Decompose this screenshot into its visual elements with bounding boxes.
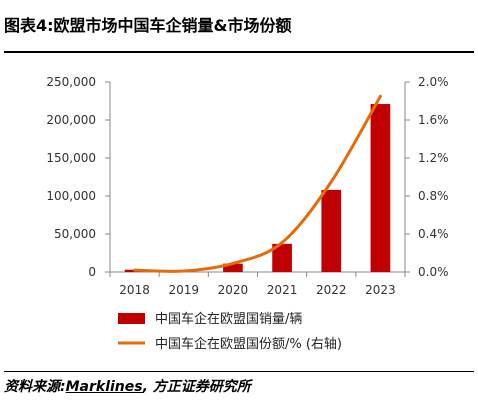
y-right-tick-label: 1.6% [418,113,449,127]
y-right-tick-label: 2.0% [418,75,449,89]
x-tick-label: 2020 [218,283,249,297]
line-share [133,94,382,273]
source-brand: Marklines [65,379,143,395]
bar-sales [321,189,342,272]
chart-canvas: 0 50,000 100,000 150,000 200,000 250,000 0.0% 0… [46,75,448,352]
x-tick-label: 2019 [168,283,199,297]
legend-label-share: 中国车企在欧盟国份额/% (右轴) [155,336,342,352]
y-left-tick-label: 100,000 [46,189,96,203]
y-right-tick-label: 0.8% [418,189,449,203]
y-left-tick-label: 0 [88,265,96,279]
source-prefix: 资料来源: [4,379,66,395]
source-suffix: , 方正证券研究所 [142,379,251,395]
title-rule [4,51,474,53]
y-left-tick-label: 150,000 [46,151,96,165]
x-tick-label: 2022 [316,283,347,297]
x-tick-label: 2023 [365,283,396,297]
y-right-tick-label: 0.0% [418,265,449,279]
legend-swatch-sales [118,313,145,324]
footer-rule [4,371,474,372]
bar-sales [223,263,243,272]
chart-title: 图表4:欧盟市场中国车企销量&市场份额 [4,16,292,35]
y-left-tick-label: 200,000 [46,113,96,127]
x-tick-label: 2021 [267,283,298,297]
source-note: 资料来源:Marklines, 方正证券研究所 [4,373,474,401]
legend: 中国车企在欧盟国销量/辆 中国车企在欧盟国份额/% (右轴) [118,311,342,352]
y-left-tick-label: 50,000 [54,227,96,241]
legend-label-sales: 中国车企在欧盟国销量/辆 [155,311,302,327]
bar-sales [272,243,292,272]
x-tick-label: 2018 [119,283,150,297]
plot-area: 0 50,000 100,000 150,000 200,000 250,000 0.0% 0… [46,75,448,297]
bar-sales [370,104,391,272]
y-right-tick-label: 1.2% [418,151,449,165]
y-right-tick-label: 0.4% [418,227,449,241]
y-left-tick-label: 250,000 [46,75,96,89]
